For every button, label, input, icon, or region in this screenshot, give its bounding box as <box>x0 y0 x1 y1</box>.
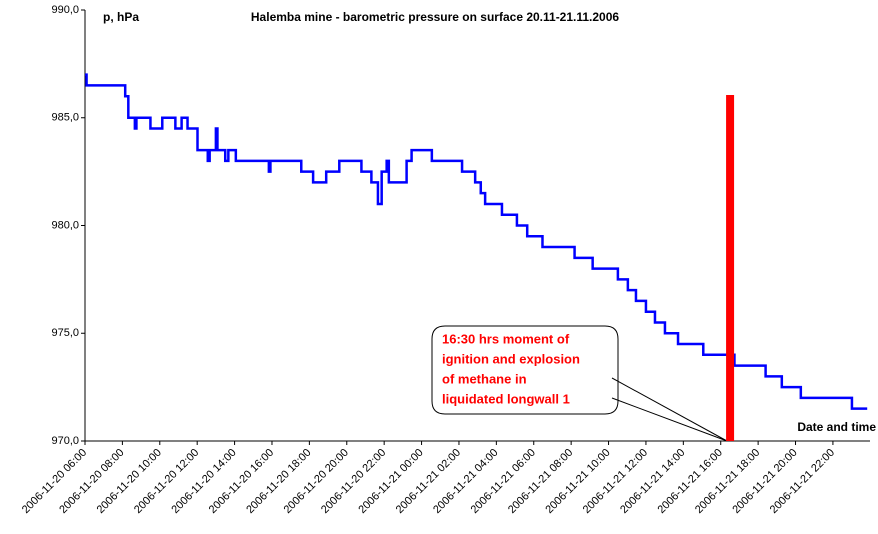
x-tick-label: 2006-11-21 00:00 <box>356 447 425 516</box>
callout <box>431 325 728 442</box>
event-marker <box>726 95 735 441</box>
x-tick-label: 2006-11-20 18:00 <box>244 447 313 516</box>
callout-text: ignition and explosion <box>442 351 580 366</box>
x-tick-label: 2006-11-21 02:00 <box>394 447 463 516</box>
x-tick-label: 2006-11-20 12:00 <box>132 447 201 516</box>
callout-pointer <box>611 377 728 442</box>
x-tick-label: 2006-11-21 22:00 <box>768 447 837 516</box>
y-tick-label: 980,0 <box>51 219 79 231</box>
x-tick-label: 2006-11-21 08:00 <box>506 447 575 516</box>
x-tick-label: 2006-11-21 20:00 <box>730 447 799 516</box>
x-tick-label: 2006-11-21 16:00 <box>656 447 725 516</box>
y-axis-label: p, hPa <box>103 10 139 24</box>
y-tick-label: 985,0 <box>51 112 79 124</box>
x-tick-label: 2006-11-21 18:00 <box>693 447 762 516</box>
y-tick-label: 975,0 <box>51 327 79 339</box>
callout-text: 16:30 hrs moment of <box>442 331 570 346</box>
pressure-line <box>85 73 868 410</box>
x-tick-label: 2006-11-21 10:00 <box>543 447 612 516</box>
callout-text: of methane in <box>442 371 527 386</box>
y-tick-label: 990,0 <box>51 4 79 16</box>
callout-pointer <box>611 397 728 442</box>
callout-box <box>431 325 619 415</box>
x-tick-label: 2006-11-20 20:00 <box>282 447 351 516</box>
x-tick-label: 2006-11-21 14:00 <box>618 447 687 516</box>
x-tick-label: 2006-11-20 06:00 <box>20 447 89 516</box>
callout-text: liquidated longwall 1 <box>442 391 570 406</box>
x-tick-label: 2006-11-21 04:00 <box>431 447 500 516</box>
y-tick-label: 970,0 <box>51 435 79 447</box>
x-tick-label: 2006-11-21 12:00 <box>581 447 650 516</box>
x-tick-label: 2006-11-20 16:00 <box>207 447 276 516</box>
x-tick-label: 2006-11-20 08:00 <box>57 447 126 516</box>
x-tick-label: 2006-11-21 06:00 <box>469 447 538 516</box>
x-tick-label: 2006-11-20 14:00 <box>169 447 238 516</box>
x-axis-label: Date and time <box>797 420 876 434</box>
chart-title: Halemba mine - barometric pressure on su… <box>251 10 620 24</box>
x-tick-label: 2006-11-20 22:00 <box>319 447 388 516</box>
x-tick-label: 2006-11-20 10:00 <box>95 447 164 516</box>
